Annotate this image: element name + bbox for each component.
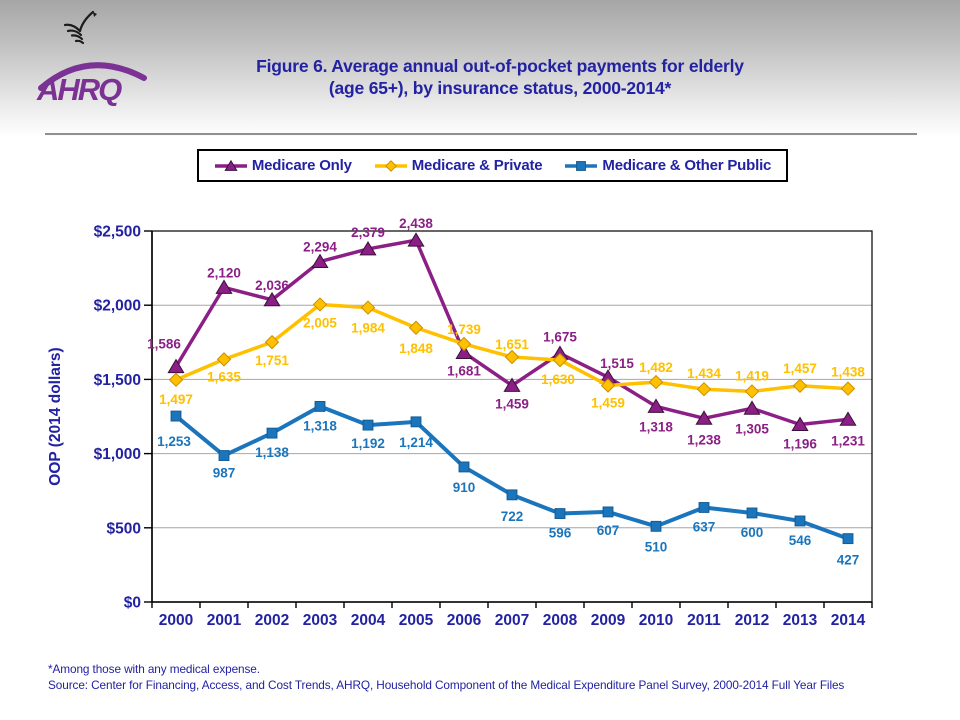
source-line: Source: Center for Financing, Access, an… bbox=[48, 678, 845, 692]
data-label: 1,739 bbox=[447, 322, 481, 337]
data-label: 2,379 bbox=[351, 225, 385, 240]
x-tick-label: 2012 bbox=[735, 612, 769, 629]
x-tick-label: 2005 bbox=[399, 612, 434, 629]
y-tick-label: $2,500 bbox=[94, 224, 141, 241]
x-tick-label: 2001 bbox=[207, 612, 242, 629]
figure-title-line1: Figure 6. Average annual out-of-pocket p… bbox=[256, 56, 744, 76]
y-tick-label: $500 bbox=[107, 520, 141, 537]
data-label: 600 bbox=[741, 525, 764, 540]
y-tick-label: $1,000 bbox=[94, 446, 141, 463]
data-label: 1,497 bbox=[159, 392, 193, 407]
medicare-other-public-swatch-icon bbox=[565, 160, 598, 171]
legend-item-medicare-private: Medicare & Private bbox=[374, 157, 543, 174]
y-tick-label: $2,000 bbox=[94, 298, 141, 315]
data-label: 1,196 bbox=[783, 437, 817, 452]
figure-title-line2: (age 65+), by insurance status, 2000-201… bbox=[328, 78, 672, 98]
data-label: 1,438 bbox=[831, 365, 865, 380]
data-label: 722 bbox=[501, 509, 524, 524]
x-tick-label: 2002 bbox=[255, 612, 289, 629]
data-label: 596 bbox=[549, 526, 572, 541]
data-label: 1,138 bbox=[255, 445, 289, 460]
data-label: 1,586 bbox=[147, 337, 181, 352]
ahrq-logo: AHRQ bbox=[36, 6, 156, 110]
x-tick-label: 2013 bbox=[783, 612, 818, 629]
data-label: 2,005 bbox=[303, 315, 337, 330]
x-tick-label: 2010 bbox=[639, 612, 673, 629]
axes bbox=[151, 230, 873, 603]
data-label: 510 bbox=[645, 539, 668, 554]
data-label: 637 bbox=[693, 519, 716, 534]
x-tick-label: 2014 bbox=[831, 612, 866, 629]
x-tick-label: 2008 bbox=[543, 612, 578, 629]
x-tick-label: 2003 bbox=[303, 612, 338, 629]
y-axis-title: OOP (2014 dollars) bbox=[47, 347, 64, 485]
data-label: 1,419 bbox=[735, 368, 769, 383]
data-label: 1,635 bbox=[207, 369, 241, 384]
hhs-eagle-icon bbox=[63, 10, 97, 45]
x-tick-label: 2011 bbox=[687, 612, 721, 629]
y-tick-label: $1,500 bbox=[94, 372, 141, 389]
data-label: 1,214 bbox=[399, 435, 433, 450]
chart-legend: Medicare Only Medicare & Private Medicar… bbox=[197, 149, 788, 182]
data-label: 1,192 bbox=[351, 436, 385, 451]
svg-text:AHRQ: AHRQ bbox=[36, 72, 122, 106]
data-label: 2,120 bbox=[207, 265, 241, 280]
data-label: 987 bbox=[213, 466, 236, 481]
data-label: 607 bbox=[597, 523, 620, 538]
x-tick-label: 2007 bbox=[495, 612, 529, 629]
legend-label: Medicare & Other Public bbox=[602, 157, 772, 174]
header-gradient bbox=[0, 0, 960, 138]
data-label: 1,434 bbox=[687, 366, 721, 381]
data-label: 2,438 bbox=[399, 216, 433, 231]
medicare-private-swatch-icon bbox=[374, 159, 407, 172]
data-label: 1,318 bbox=[639, 419, 673, 434]
data-label: 546 bbox=[789, 533, 812, 548]
data-label: 1,630 bbox=[541, 372, 575, 387]
header-divider bbox=[45, 133, 917, 136]
data-label: 1,482 bbox=[639, 360, 673, 375]
data-label: 1,984 bbox=[351, 321, 385, 336]
legend-label: Medicare & Private bbox=[411, 157, 543, 174]
x-tick-label: 2004 bbox=[351, 612, 386, 629]
footnote-block: *Among those with any medical expense. S… bbox=[48, 661, 844, 693]
data-label: 1,681 bbox=[447, 364, 481, 379]
series-medicare-private: 1,497 1,635 1,751 2,005 1,984 1,848 1,739 1,651… bbox=[159, 297, 865, 410]
data-label: 1,651 bbox=[495, 337, 529, 352]
ahrq-wordmark: AHRQ bbox=[36, 62, 147, 106]
data-label: 1,515 bbox=[600, 356, 634, 371]
medicare-only-swatch-icon bbox=[214, 159, 247, 171]
x-axis-ticks: 2000 2001 2002 2003 2004 2005 2006 2007 2008 2009… bbox=[151, 602, 873, 629]
data-label: 2,036 bbox=[255, 278, 289, 293]
x-tick-label: 2006 bbox=[447, 612, 482, 629]
data-label: 910 bbox=[453, 480, 476, 495]
series-medicare-other-public: 1,253 987 1,138 1,318 1,192 1,214 910 722 596 607… bbox=[157, 400, 860, 568]
data-label: 1,231 bbox=[831, 433, 865, 448]
series-medicare-only: 1,586 2,120 2,036 2,294 2,379 2,438 1,681 1,459… bbox=[147, 216, 865, 451]
data-label: 1,457 bbox=[783, 361, 817, 376]
x-tick-label: 2009 bbox=[591, 612, 626, 629]
data-label: 1,238 bbox=[687, 432, 721, 447]
data-label: 1,253 bbox=[157, 434, 191, 449]
data-label: 2,294 bbox=[303, 240, 337, 255]
legend-item-medicare-other-public: Medicare & Other Public bbox=[564, 157, 771, 174]
y-axis-ticks: $0 $500 $1,000 $1,500 $2,000 $2,500 bbox=[94, 224, 152, 612]
data-label: 1,459 bbox=[495, 396, 529, 411]
data-label: 1,318 bbox=[303, 418, 337, 433]
footnote: *Among those with any medical expense. bbox=[48, 662, 260, 676]
data-label: 427 bbox=[837, 553, 860, 568]
x-tick-label: 2000 bbox=[159, 612, 193, 629]
data-label: 1,848 bbox=[399, 341, 433, 356]
figure-title: Figure 6. Average annual out-of-pocket p… bbox=[150, 55, 850, 99]
y-tick-label: $0 bbox=[124, 595, 141, 612]
data-label: 1,751 bbox=[255, 353, 289, 368]
legend-item-medicare-only: Medicare Only bbox=[214, 157, 352, 174]
data-label: 1,459 bbox=[591, 395, 625, 410]
data-label: 1,305 bbox=[735, 421, 769, 436]
data-label: 1,675 bbox=[543, 329, 577, 344]
legend-label: Medicare Only bbox=[251, 157, 352, 174]
